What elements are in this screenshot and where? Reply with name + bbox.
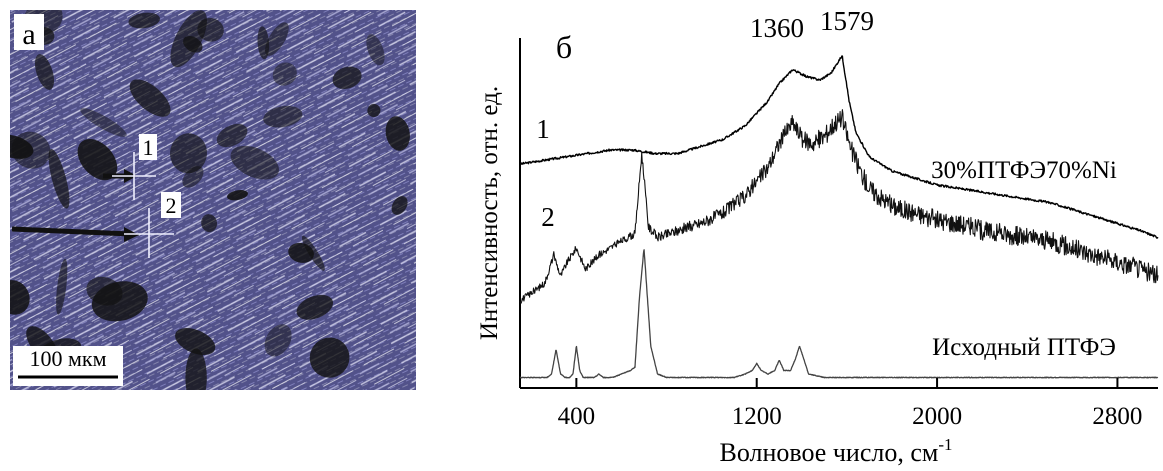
- arrow-2-shaft: [11, 226, 131, 237]
- dark-grain-patch: [272, 62, 297, 86]
- dark-grain-patch: [265, 22, 289, 56]
- peak-label-1579: 1579: [820, 6, 874, 36]
- x-tick-label: 400: [558, 403, 596, 430]
- dark-grain-patch: [385, 116, 410, 151]
- dark-grain-patch: [257, 26, 270, 60]
- point-2-label: 2: [166, 193, 177, 218]
- x-axis-ticks: 400 1200 2000 2800: [558, 378, 1142, 430]
- x-tick-label: 2000: [912, 403, 962, 430]
- point-1-label: 1: [143, 135, 154, 160]
- micrograph-panel: а 1 2 100 мкм: [10, 10, 416, 390]
- dark-grain-patch: [264, 324, 292, 357]
- dark-grain-patch: [129, 79, 171, 117]
- dark-grain-patch: [34, 54, 55, 90]
- dark-grain-patch: [309, 337, 350, 378]
- dark-grain-patch: [391, 196, 408, 215]
- dark-grain-patch: [77, 138, 118, 181]
- dark-grain-patch: [185, 348, 207, 390]
- spectrum-panel: б 1360 1579 1 2 30%ПТФЭ70%Ni Исходный ПТ…: [476, 6, 1159, 467]
- x-axis-label-exponent: -1: [938, 435, 952, 454]
- x-axis-label: Волновое число, см-1: [719, 435, 952, 467]
- y-axis-label: Интенсивность, отн. ед.: [476, 86, 503, 340]
- measurement-point-1: 1: [103, 134, 157, 200]
- scale-bar-box: [13, 346, 123, 386]
- curve-label-2: 2: [541, 202, 555, 232]
- plot-area: 400 1200 2000 2800: [519, 38, 1159, 430]
- spectra-lines: [519, 55, 1159, 379]
- dark-grain-patch: [201, 214, 218, 233]
- panel-a-label-box: [14, 14, 44, 50]
- dark-grain-patch: [332, 66, 362, 90]
- dark-grain-patch: [288, 242, 314, 263]
- dark-grain-patch: [175, 328, 216, 355]
- panel-b-label: б: [556, 29, 572, 65]
- dark-grain-patch: [56, 258, 68, 315]
- dark-grain-patch: [296, 294, 334, 320]
- spectrum-line-1: [519, 55, 1159, 239]
- dark-grain-patch: [128, 12, 160, 29]
- scale-bar-label: 100 мкм: [29, 346, 106, 371]
- x-axis-label-text: Волновое число, см: [719, 438, 938, 467]
- dark-grain-patch: [86, 276, 123, 306]
- panel-a-label: а: [22, 18, 35, 51]
- dark-grain-patch: [169, 133, 208, 174]
- dark-grain-patch: [263, 105, 303, 128]
- dark-grain-patch: [227, 190, 248, 201]
- x-tick-label: 2800: [1092, 403, 1142, 430]
- curve-label-1: 1: [536, 114, 550, 144]
- dark-grain-patch: [10, 280, 30, 315]
- peak-label-1360: 1360: [750, 13, 804, 43]
- dark-grain-patch: [230, 145, 279, 180]
- point-2-label-box: [161, 192, 181, 218]
- dark-grain-patch: [216, 123, 248, 148]
- dark-grain-patch: [48, 148, 70, 209]
- spectrum-line-reference-ptfe: [519, 249, 1159, 379]
- measurement-point-2: 2: [11, 192, 181, 258]
- spectrum-line-2: [519, 109, 1159, 304]
- dark-grain-patch: [170, 10, 207, 68]
- dark-grain-patch: [366, 34, 385, 66]
- dark-grain-patch: [80, 108, 127, 137]
- point-1-label-box: [139, 134, 157, 160]
- x-tick-label: 1200: [732, 403, 782, 430]
- reference-ptfe-label: Исходный ПТФЭ: [932, 334, 1116, 361]
- dark-grain-patch: [367, 103, 381, 118]
- sample-composition-label: 30%ПТФЭ70%Ni: [931, 157, 1117, 184]
- dark-grain-patch: [11, 131, 51, 169]
